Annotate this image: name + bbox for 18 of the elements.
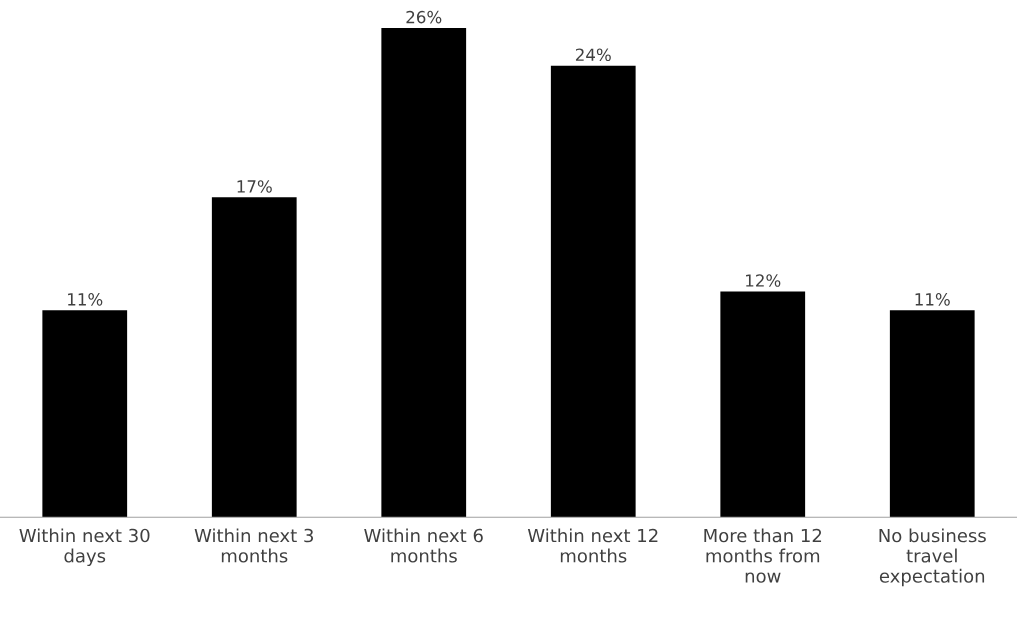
data-label: 11% xyxy=(915,293,950,306)
x-tick-label: Within next 6 months xyxy=(364,528,483,563)
bar xyxy=(889,310,975,518)
data-label: 11% xyxy=(68,293,103,306)
x-tick-label: Within next 12 months xyxy=(527,528,658,563)
data-label: 12% xyxy=(746,274,781,287)
bar xyxy=(550,65,636,518)
x-tick-label: Within next 30 days xyxy=(19,528,150,567)
x-tick-label: More than 12 months from now xyxy=(704,528,822,583)
x-tick-label: No business travel expectation xyxy=(879,528,986,587)
data-label: 17% xyxy=(237,180,272,193)
data-label: 26% xyxy=(406,10,442,24)
data-label: 24% xyxy=(575,48,611,62)
bar xyxy=(211,197,297,518)
x-tick-label: Within next 3 months xyxy=(194,528,314,563)
bar xyxy=(42,310,128,518)
bar xyxy=(381,28,467,518)
bar xyxy=(720,291,806,518)
